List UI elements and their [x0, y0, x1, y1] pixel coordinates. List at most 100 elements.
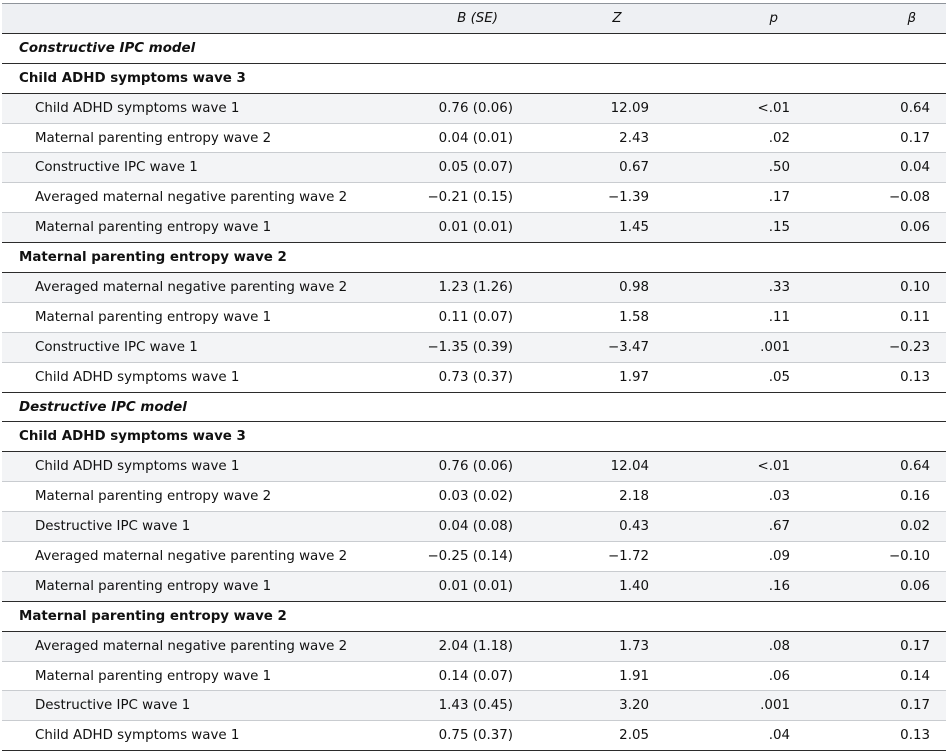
- z-value: 2.18: [619, 489, 649, 505]
- z-value: 0.43: [619, 519, 649, 535]
- z-value: 12.04: [610, 459, 649, 475]
- z-value: 1.40: [619, 578, 649, 594]
- z-value: 1.45: [619, 220, 649, 236]
- section-header-row: Child ADHD symptoms wave 3: [2, 63, 946, 94]
- table-row: Averaged maternal negative parenting wav…: [2, 542, 946, 572]
- beta-value: 0.04: [900, 160, 930, 176]
- b-se-value: 0.03 (0.02): [438, 489, 513, 505]
- model-title: Destructive IPC model: [2, 392, 946, 422]
- table-row: Child ADHD symptoms wave 1 0.75 (0.37) 2.0…: [2, 721, 946, 751]
- predictor-label: Maternal parenting entropy wave 1: [35, 578, 272, 594]
- table-row: Maternal parenting entropy wave 1 0.01 (0…: [2, 571, 946, 602]
- section-title: Maternal parenting entropy wave 2: [2, 601, 946, 632]
- table-row: Destructive IPC wave 1 0.04 (0.08) 0.43 .67…: [2, 511, 946, 542]
- p-value: .33: [768, 279, 790, 295]
- p-value: .17: [768, 190, 790, 206]
- p-value: .08: [768, 638, 790, 654]
- b-se-value: 1.43 (0.45): [438, 698, 513, 714]
- predictor-label: Averaged maternal negative parenting wav…: [35, 190, 348, 206]
- b-se-value: 0.04 (0.08): [438, 519, 513, 535]
- beta-value: 0.11: [900, 309, 930, 325]
- p-value: .001: [760, 339, 790, 355]
- p-value: <.01: [757, 100, 790, 116]
- table-row: Child ADHD symptoms wave 1 0.73 (0.37) 1.9…: [2, 362, 946, 393]
- section-title: Child ADHD symptoms wave 3: [2, 421, 946, 452]
- p-value: .11: [768, 309, 790, 325]
- b-se-value: −1.35 (0.39): [427, 339, 513, 355]
- p-value: .67: [768, 519, 790, 535]
- table-row: Child ADHD symptoms wave 1 0.76 (0.06) 12.…: [2, 451, 946, 482]
- predictor-label: Maternal parenting entropy wave 2: [35, 130, 272, 146]
- header-row: B (SE) Z p β: [2, 3, 946, 34]
- predictor-label: Destructive IPC wave 1: [35, 698, 191, 714]
- predictor-label: Maternal parenting entropy wave 1: [35, 668, 272, 684]
- z-value: −1.72: [607, 548, 649, 564]
- b-se-value: 0.01 (0.01): [438, 578, 513, 594]
- section-header-row: Maternal parenting entropy wave 2: [2, 601, 946, 632]
- table-body: Constructive IPC model Child ADHD symptom…: [2, 33, 946, 751]
- b-se-value: −0.21 (0.15): [427, 190, 513, 206]
- predictor-label: Averaged maternal negative parenting wav…: [35, 548, 348, 564]
- beta-value: 0.13: [900, 369, 930, 385]
- z-value: 1.91: [619, 668, 649, 684]
- p-value: .05: [768, 369, 790, 385]
- z-value: 12.09: [610, 100, 649, 116]
- predictor-label: Child ADHD symptoms wave 1: [35, 459, 240, 475]
- table-row: Maternal parenting entropy wave 1 0.14 (0…: [2, 661, 946, 691]
- beta-value: 0.02: [900, 519, 930, 535]
- beta-value: 0.16: [900, 489, 930, 505]
- table-row: Averaged maternal negative parenting wav…: [2, 631, 946, 662]
- table-row: Constructive IPC wave 1 0.05 (0.07) 0.67 .5…: [2, 152, 946, 183]
- p-value: .50: [768, 160, 790, 176]
- table-row: Destructive IPC wave 1 1.43 (0.45) 3.20 .00…: [2, 690, 946, 721]
- table-row: Maternal parenting entropy wave 1 0.11 (0…: [2, 302, 946, 333]
- z-value: 0.98: [619, 279, 649, 295]
- section-header-row: Maternal parenting entropy wave 2: [2, 242, 946, 273]
- beta-value: 0.64: [900, 100, 930, 116]
- predictor-label: Child ADHD symptoms wave 1: [35, 369, 240, 385]
- predictor-label: Averaged maternal negative parenting wav…: [35, 638, 348, 654]
- p-value: .02: [768, 130, 790, 146]
- p-value: .03: [768, 489, 790, 505]
- b-se-value: 0.11 (0.07): [438, 309, 513, 325]
- z-value: 0.67: [619, 160, 649, 176]
- predictor-label: Constructive IPC wave 1: [35, 160, 198, 176]
- p-value: .16: [768, 578, 790, 594]
- beta-value: 0.10: [900, 279, 930, 295]
- z-value: 1.73: [619, 638, 649, 654]
- b-se-value: 0.04 (0.01): [438, 130, 513, 146]
- beta-value: 0.17: [900, 698, 930, 714]
- p-value: .001: [760, 698, 790, 714]
- beta-value: 0.17: [900, 638, 930, 654]
- p-value: .15: [768, 220, 790, 236]
- b-se-value: 2.04 (1.18): [438, 638, 513, 654]
- predictor-label: Maternal parenting entropy wave 1: [35, 309, 272, 325]
- model-header-row: Destructive IPC model: [2, 392, 946, 422]
- b-se-value: 0.14 (0.07): [438, 668, 513, 684]
- predictor-label: Child ADHD symptoms wave 1: [35, 100, 240, 116]
- beta-value: 0.13: [900, 728, 930, 744]
- table-row: Averaged maternal negative parenting wav…: [2, 272, 946, 303]
- beta-value: 0.17: [900, 130, 930, 146]
- b-se-value: 0.75 (0.37): [438, 728, 513, 744]
- section-header-row: Child ADHD symptoms wave 3: [2, 421, 946, 452]
- header-label: [2, 3, 392, 34]
- b-se-value: 0.76 (0.06): [438, 100, 513, 116]
- table-row: Maternal parenting entropy wave 1 0.01 (0…: [2, 212, 946, 243]
- beta-value: −0.23: [888, 339, 930, 355]
- header-beta: β: [816, 3, 946, 34]
- z-value: 1.58: [619, 309, 649, 325]
- z-value: 2.05: [619, 728, 649, 744]
- beta-value: 0.14: [900, 668, 930, 684]
- predictor-label: Constructive IPC wave 1: [35, 339, 198, 355]
- section-title: Maternal parenting entropy wave 2: [2, 242, 946, 273]
- predictor-label: Child ADHD symptoms wave 1: [35, 728, 240, 744]
- predictor-label: Destructive IPC wave 1: [35, 519, 191, 535]
- table-row: Maternal parenting entropy wave 2 0.03 (0…: [2, 482, 946, 512]
- z-value: 2.43: [619, 130, 649, 146]
- beta-value: 0.06: [900, 220, 930, 236]
- z-value: 3.20: [619, 698, 649, 714]
- results-table: B (SE) Z p β Constructive IPC model Child…: [2, 3, 946, 751]
- header-p: p: [686, 3, 816, 34]
- model-title: Constructive IPC model: [2, 33, 946, 64]
